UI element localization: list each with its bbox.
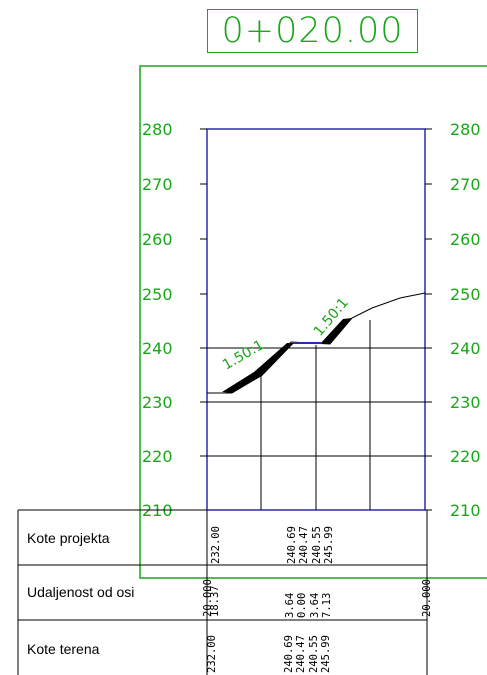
elevation-axis-right: 280 270 260 250 240 230 220 210 [425, 120, 481, 520]
elev-label-left-250: 250 [142, 285, 173, 304]
val-udaljenost-4: 3.64 [309, 593, 321, 618]
elev-label-left-230: 230 [142, 393, 173, 412]
elevation-axis-left: 280 270 260 250 240 230 220 210 [142, 120, 207, 520]
val-terena-4: 240.55 [308, 635, 320, 673]
val-terena-5: 245.99 [320, 635, 332, 673]
elev-label-right-240: 240 [450, 339, 481, 358]
cut-fill-area-right [320, 318, 352, 344]
val-udaljenost-6: 20.000 [421, 579, 433, 617]
elev-label-right-260: 260 [450, 230, 481, 249]
elev-label-left-240: 240 [142, 339, 173, 358]
val-projekta-3: 240.47 [298, 526, 310, 564]
val-udaljenost-5: 7.13 [321, 593, 333, 618]
elev-label-left-280: 280 [142, 120, 173, 139]
val-udaljenost-2: 3.64 [284, 593, 296, 618]
elev-label-left-270: 270 [142, 175, 173, 194]
elev-label-left-260: 260 [142, 230, 173, 249]
elev-label-right-230: 230 [450, 393, 481, 412]
table-values: 232.00 20.000 232.00 18.37 240.69 3.64 2… [202, 526, 433, 673]
row-label-kote-projekta: Kote projekta [27, 530, 110, 546]
data-table [17, 509, 428, 675]
val-projekta-0: 232.00 [210, 526, 222, 564]
section-grid [207, 320, 425, 510]
row-label-udaljenost-od-osi: Udaljenost od osi [27, 584, 135, 600]
val-udaljenost-0: 20.000 [202, 579, 214, 617]
elev-label-right-250: 250 [450, 285, 481, 304]
val-terena-0: 232.00 [206, 635, 218, 673]
val-udaljenost-3: 0.00 [296, 593, 308, 618]
station-label: 0+020.00 [207, 9, 418, 53]
val-projekta-5: 245.99 [323, 526, 335, 564]
val-udaljenost-1: 18.37 [209, 585, 221, 617]
val-terena-2: 240.69 [283, 635, 295, 673]
cut-fill-area-left [222, 343, 294, 393]
elev-label-right-280: 280 [450, 120, 481, 139]
row-label-kote-terena: Kote terena [27, 641, 100, 657]
val-projekta-2: 240.69 [286, 526, 298, 564]
elev-label-right-210: 210 [450, 501, 481, 520]
val-terena-3: 240.47 [295, 635, 307, 673]
elev-label-right-220: 220 [450, 447, 481, 466]
val-projekta-4: 240.55 [311, 526, 323, 564]
elev-label-left-220: 220 [142, 447, 173, 466]
sheet-frame [139, 65, 487, 579]
elev-label-right-270: 270 [450, 175, 481, 194]
